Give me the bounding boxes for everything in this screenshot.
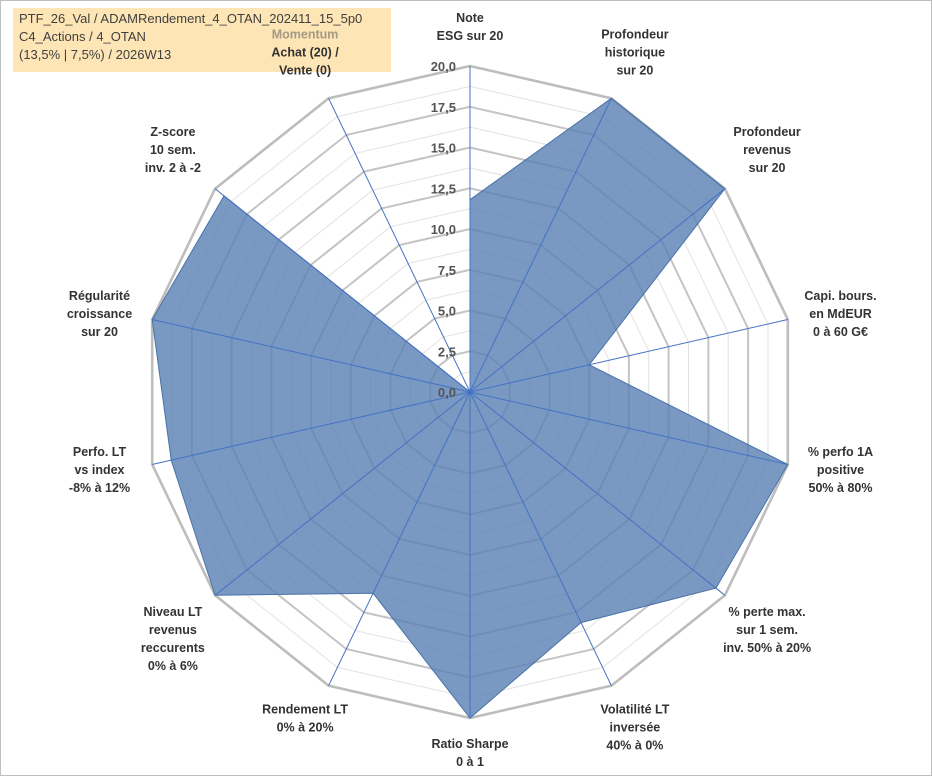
axis-spoke — [469, 188, 726, 393]
axis-label: Rendement LT 0% à 20% — [262, 702, 348, 734]
axis-spoke — [214, 391, 471, 596]
axis-spoke — [152, 391, 471, 465]
axis-label: Niveau LT revenus reccurents 0% à 6% — [141, 605, 205, 673]
axis-label-line: sur 20 — [616, 64, 653, 78]
axis-label: Profondeur revenus sur 20 — [733, 125, 800, 175]
info-line-2: C4_Actions / 4_OTAN — [19, 29, 146, 44]
axis-label: Ratio Sharpe 0 à 1 — [431, 737, 508, 769]
axis-label: Régularité croissance sur 20 — [67, 289, 132, 339]
axis-label-line: en MdEUR — [809, 307, 872, 321]
radar-axis-labels: Note ESG sur 20 Profondeur historique sur 20… — [67, 11, 877, 769]
axis-label-line: inversée — [610, 720, 661, 734]
axis-label-line: ESG sur 20 — [437, 29, 504, 43]
axis-label-line: Note — [456, 11, 484, 25]
axis-spoke — [214, 188, 471, 393]
axis-label-line: Ratio Sharpe — [431, 737, 508, 751]
axis-spoke — [469, 98, 612, 393]
tick-label: 2,5 — [438, 344, 456, 359]
axis-label-line: 0% à 6% — [148, 659, 198, 673]
axis-label-line: revenus — [149, 623, 197, 637]
axis-spoke — [328, 98, 471, 393]
axis-spoke — [469, 391, 612, 686]
axis-label-line: Perfo. LT — [73, 445, 127, 459]
axis-label-line: Capi. bours. — [804, 289, 876, 303]
axis-label-line: revenus — [743, 143, 791, 157]
tick-label: 10,0 — [431, 222, 456, 237]
axis-label-line: sur 20 — [81, 325, 118, 339]
axis-label: % perfo 1A positive 50% à 80% — [808, 445, 873, 495]
tick-label: 0,0 — [438, 385, 456, 400]
tick-label: 15,0 — [431, 141, 456, 156]
axis-label-line: Rendement LT — [262, 702, 348, 716]
axis-label-line: % perte max. — [729, 605, 806, 619]
axis-label-line: Z-score — [150, 125, 195, 139]
axis-label-line: % perfo 1A — [808, 445, 873, 459]
axis-spoke — [469, 319, 788, 393]
axis-label-line: -8% à 12% — [69, 481, 130, 495]
axis-spoke — [469, 391, 726, 596]
axis-spoke — [469, 391, 788, 465]
axis-label-line: sur 1 sem. — [736, 623, 798, 637]
axis-label: Note ESG sur 20 — [437, 11, 504, 43]
info-line-3: (13,5% | 7,5%) / 2026W13 — [19, 47, 172, 62]
axis-label: Volatilité LT inversée 40% à 0% — [600, 702, 669, 752]
axis-label-line: 0 à 1 — [456, 755, 484, 769]
axis-label-line: Momentum — [272, 28, 339, 42]
portfolio-info-box: PTF_26_Val / ADAMRendement_4_OTAN_202411… — [13, 8, 391, 72]
axis-label-line: 0 à 60 G€ — [813, 325, 868, 339]
axis-label-line: historique — [605, 46, 665, 60]
tick-label: 17,5 — [431, 100, 456, 115]
tick-label: 5,0 — [438, 304, 456, 319]
axis-label-line: Régularité — [69, 289, 130, 303]
axis-label-line: Volatilité LT — [600, 702, 669, 716]
axis-spoke — [152, 319, 471, 393]
tick-label: 12,5 — [431, 181, 456, 196]
axis-label: % perte max. sur 1 sem. inv. 50% à 20% — [723, 605, 811, 655]
axis-label-line: reccurents — [141, 641, 205, 655]
radar-tick-labels: 0,0 2,5 5,0 7,5 10,0 12,5 15,0 17,5 20,0 — [431, 59, 456, 400]
axis-label: Capi. bours. en MdEUR 0 à 60 G€ — [804, 289, 876, 339]
axis-label-line: Niveau LT — [143, 605, 202, 619]
axis-label-line: positive — [817, 463, 864, 477]
axis-label-line: 50% à 80% — [809, 481, 873, 495]
axis-label-line: 40% à 0% — [606, 738, 663, 752]
axis-label-line: vs index — [74, 463, 124, 477]
tick-label: 7,5 — [438, 263, 456, 278]
tick-label: 20,0 — [431, 59, 456, 74]
axis-label-line: Achat (20) / — [271, 46, 339, 60]
axis-label-line: 10 sem. — [150, 143, 196, 157]
axis-label-line: Profondeur — [601, 28, 668, 42]
axis-label-line: inv. 50% à 20% — [723, 641, 811, 655]
radar-axes — [152, 66, 788, 718]
axis-label-line: Profondeur — [733, 125, 800, 139]
info-line-1: PTF_26_Val / ADAMRendement_4_OTAN_202411… — [19, 11, 363, 26]
axis-label: Perfo. LT vs index -8% à 12% — [69, 445, 130, 495]
axis-label: Z-score 10 sem. inv. 2 à -2 — [145, 125, 201, 175]
axis-label-line: croissance — [67, 307, 132, 321]
axis-label-line: sur 20 — [749, 161, 786, 175]
axis-label-line: 0% à 20% — [277, 720, 334, 734]
axis-spoke — [328, 391, 471, 686]
axis-label: Momentum Achat (20) / Vente (0) — [271, 28, 339, 78]
axis-label: Profondeur historique sur 20 — [601, 28, 668, 78]
axis-label-line: Vente (0) — [279, 64, 331, 78]
axis-label-line: inv. 2 à -2 — [145, 161, 201, 175]
